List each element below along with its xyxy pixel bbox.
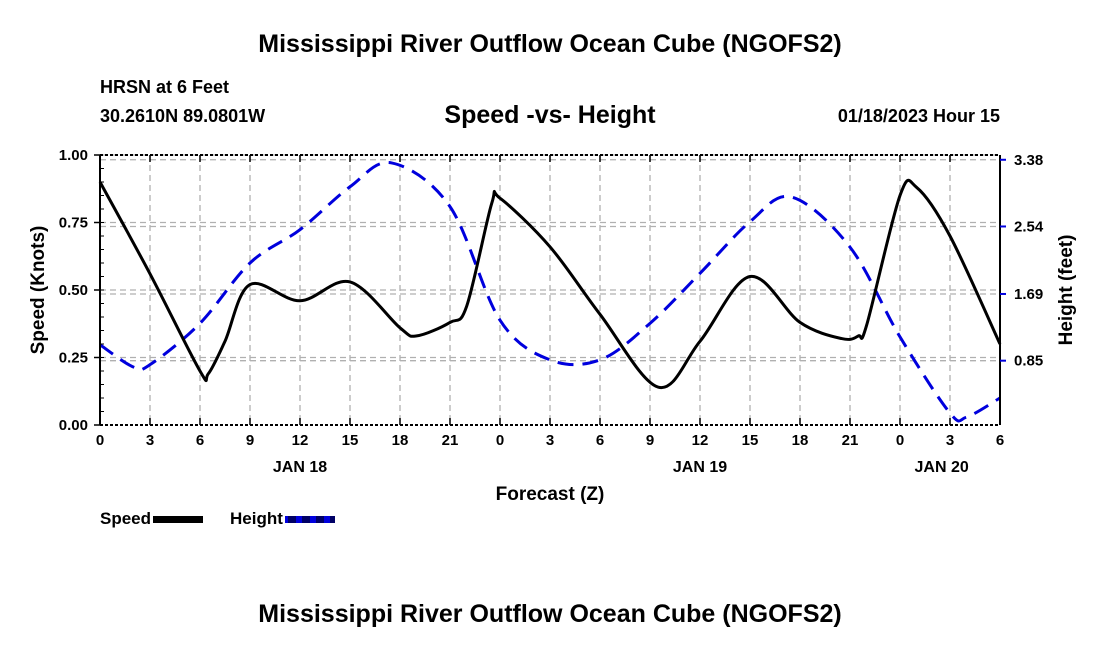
day-label: JAN 20 [915, 459, 969, 476]
legend-speed-swatch [153, 515, 204, 523]
y-tick-label: 0.50 [59, 282, 88, 299]
speed-series-line [98, 178, 1002, 389]
chart-title: Speed -vs- Height [444, 101, 656, 129]
main-title: Mississippi River Outflow Ocean Cube (NG… [258, 30, 842, 58]
x-tick-label: 6 [996, 432, 1004, 449]
x-tick-label: 12 [292, 432, 309, 449]
x-tick-label: 0 [896, 432, 904, 449]
day-label: JAN 19 [673, 459, 727, 476]
station-label: HRSN at 6 Feet [100, 77, 230, 97]
series-layer [98, 161, 1002, 423]
y2-tick-label: 3.38 [1014, 152, 1043, 169]
footer-title: Mississippi River Outflow Ocean Cube (NG… [258, 600, 842, 628]
legend-height-label: Height [230, 509, 283, 528]
x-tick-label: 3 [146, 432, 154, 449]
y-tick-label: 0.75 [59, 215, 88, 232]
x-tick-label: 9 [246, 432, 254, 449]
y2-tick-label: 1.69 [1014, 286, 1043, 303]
legend-speed: Speed [100, 509, 204, 529]
axes: 0 3 6 9 12 15 18 21 0 3 6 9 12 15 18 21 0 3 6 JAN 18 JAN 19 J… [59, 147, 1044, 476]
x-tick-label: 21 [842, 432, 859, 449]
datetime-label: 01/18/2023 Hour 15 [837, 106, 1000, 126]
x-tick-label: 0 [96, 432, 104, 449]
x-tick-label: 15 [742, 432, 759, 449]
x-tick-label: 9 [646, 432, 654, 449]
x-tick-label: 6 [596, 432, 604, 449]
y-tick-label: 0.25 [59, 350, 88, 367]
x-tick-label: 18 [792, 432, 809, 449]
legend-height-swatch [284, 515, 335, 523]
x-tick-label: 3 [946, 432, 954, 449]
x-tick-label: 21 [442, 432, 459, 449]
x-tick-label: 3 [546, 432, 554, 449]
y-tick-label: 0.00 [59, 417, 88, 434]
x-tick-label: 15 [342, 432, 359, 449]
day-label: JAN 18 [273, 459, 327, 476]
y2-tick-label: 0.85 [1014, 353, 1043, 370]
grid [100, 154, 1000, 425]
x-tick-label: 18 [392, 432, 409, 449]
y2-tick-label: 2.54 [1014, 218, 1044, 235]
y-tick-label: 1.00 [59, 147, 88, 164]
x-tick-label: 6 [196, 432, 204, 449]
y2-axis-label: Height (feet) [1056, 235, 1077, 346]
x-tick-label: 0 [496, 432, 504, 449]
x-axis-label: Forecast (Z) [496, 484, 605, 505]
legend-height: Height [230, 509, 335, 529]
x-tick-label: 12 [692, 432, 709, 449]
y-axis-label: Speed (Knots) [28, 226, 49, 355]
height-series-line [99, 161, 1001, 423]
coordinates-label: 30.2610N 89.0801W [100, 106, 266, 126]
legend-speed-label: Speed [100, 509, 152, 528]
